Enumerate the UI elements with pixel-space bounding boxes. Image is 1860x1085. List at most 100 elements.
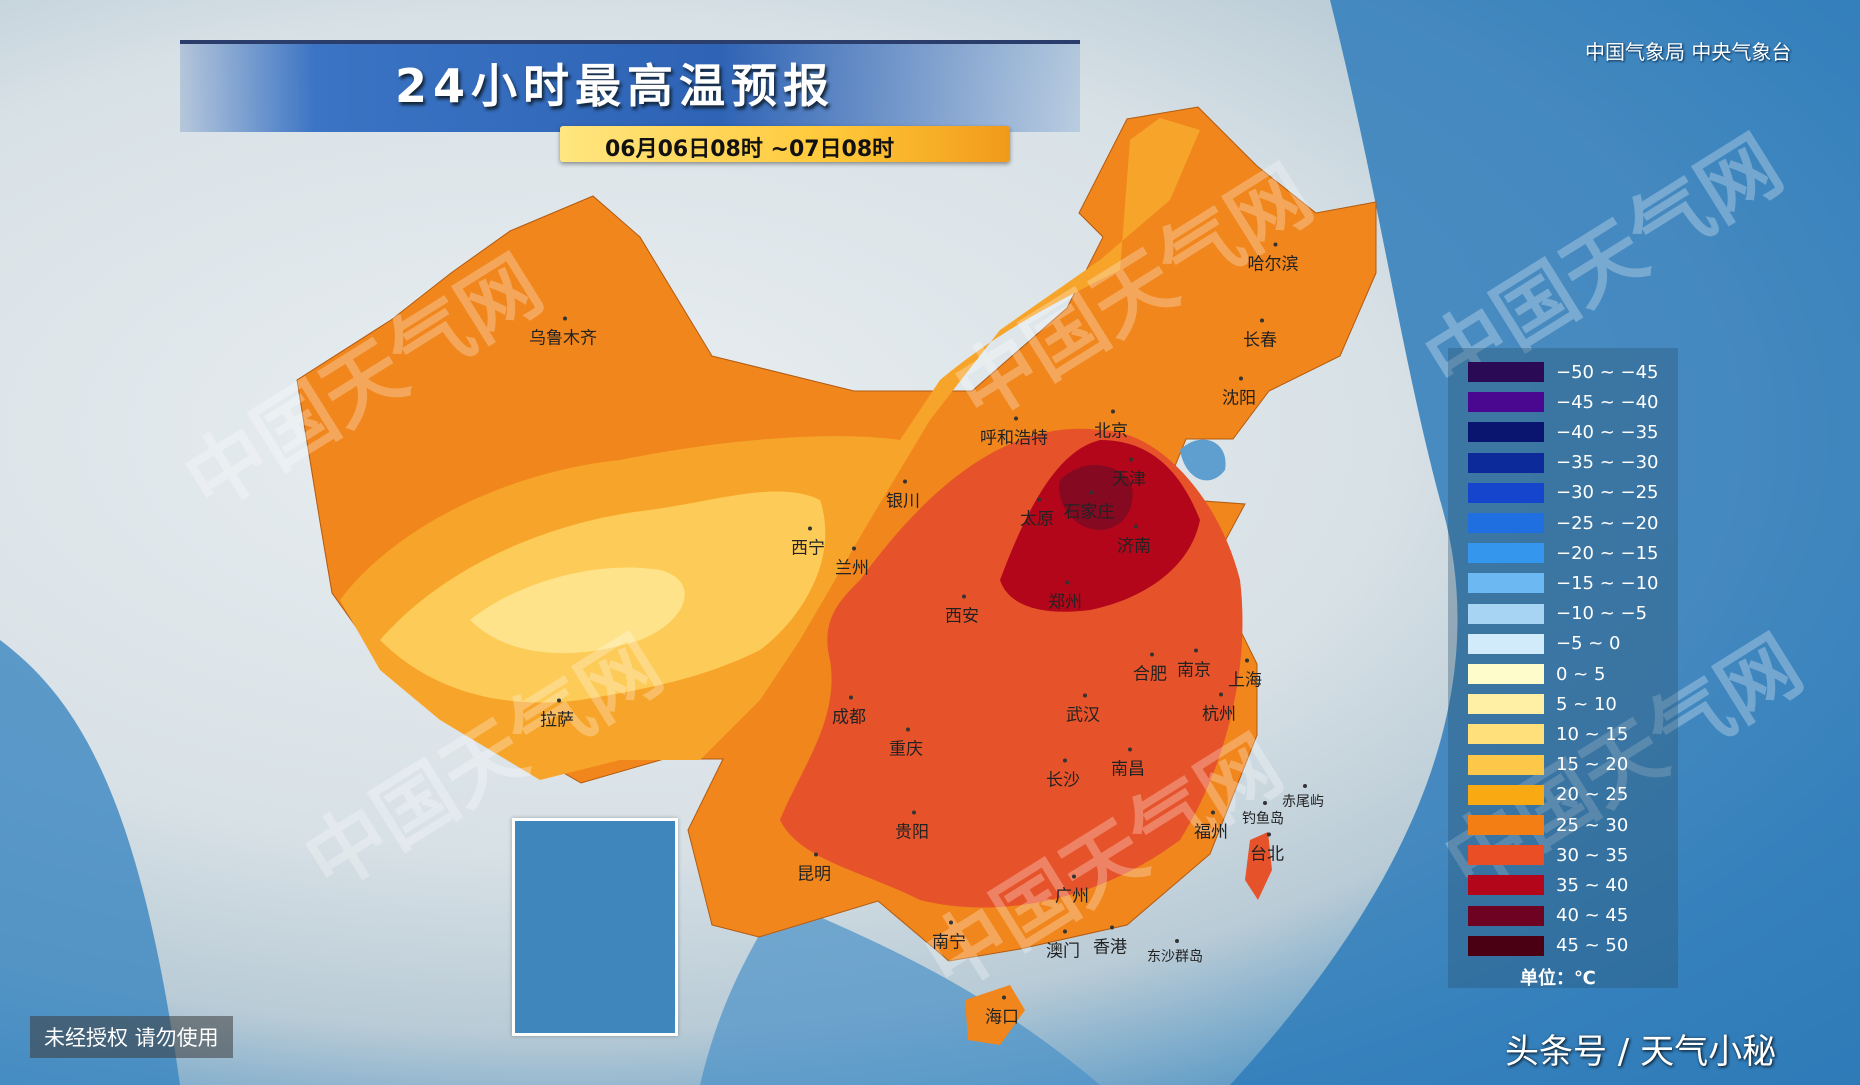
legend-label: 10 ~ 15	[1556, 723, 1629, 745]
legend-label: −15 ~ −10	[1556, 572, 1659, 594]
city-label: 赤尾屿	[1282, 784, 1324, 811]
legend-swatch	[1468, 905, 1544, 926]
legend-swatch	[1468, 362, 1544, 382]
legend-label: 35 ~ 40	[1556, 874, 1629, 896]
legend-item: −25 ~ −20	[1468, 511, 1659, 535]
legend-item: 35 ~ 40	[1468, 873, 1628, 897]
date-range: 06月06日08时 ~07日08时	[605, 137, 895, 162]
city-label: 杭州	[1202, 692, 1236, 725]
date-banner	[560, 126, 1010, 162]
legend-item: −15 ~ −10	[1468, 571, 1659, 595]
page-title: 24小时最高温预报	[395, 59, 836, 113]
city-label: 太原	[1020, 497, 1054, 530]
city-label: 成都	[832, 695, 866, 728]
legend-item: −30 ~ −25	[1468, 481, 1659, 505]
legend-item: 25 ~ 30	[1468, 813, 1628, 837]
temperature-legend: −50 ~ −45 −45 ~ −40 −40 ~ −35 −35 ~ −30 −30 …	[1448, 348, 1678, 988]
legend-item: −5 ~ 0	[1468, 632, 1621, 656]
legend-swatch	[1468, 754, 1544, 775]
city-label: 重庆	[889, 727, 923, 760]
city-label: 乌鲁木齐	[529, 316, 597, 349]
legend-swatch	[1468, 845, 1544, 866]
legend-label: −5 ~ 0	[1556, 633, 1621, 655]
region-40-45	[1059, 465, 1133, 530]
city-label: 昆明	[797, 852, 831, 885]
legend-item: 10 ~ 15	[1468, 722, 1628, 746]
legend-item: −50 ~ −45	[1468, 360, 1659, 384]
legend-item: −35 ~ −30	[1468, 451, 1659, 475]
city-label: 台北	[1250, 832, 1284, 865]
copyright-notice: 未经授权 请勿使用	[30, 1016, 233, 1058]
hainan	[965, 985, 1025, 1045]
city-label: 南昌	[1111, 747, 1145, 780]
legend-swatch	[1468, 573, 1544, 594]
city-label: 福州	[1194, 810, 1228, 843]
organization-label: 中国气象局 中央气象台	[1585, 40, 1792, 64]
legend-unit: 单位：℃	[1520, 968, 1596, 989]
bohai-sea	[1180, 439, 1226, 481]
legend-label: 20 ~ 25	[1556, 784, 1629, 806]
legend-label: −30 ~ −25	[1556, 482, 1659, 504]
title-banner	[180, 40, 1080, 132]
city-label: 澳门	[1046, 929, 1080, 962]
legend-swatch	[1468, 875, 1544, 896]
legend-label: −50 ~ −45	[1556, 361, 1659, 383]
city-label: 南京	[1177, 648, 1211, 681]
legend-label: −10 ~ −5	[1556, 603, 1648, 625]
legend-item: 40 ~ 45	[1468, 904, 1628, 928]
city-label: 西安	[945, 594, 979, 627]
legend-swatch	[1468, 784, 1544, 805]
city-label: 北京	[1094, 409, 1128, 442]
city-label: 石家庄	[1064, 490, 1115, 523]
city-label: 长沙	[1046, 758, 1080, 791]
legend-item: −40 ~ −35	[1468, 420, 1659, 444]
legend-label: 0 ~ 5	[1556, 663, 1606, 685]
legend-item: 5 ~ 10	[1468, 692, 1617, 716]
legend-label: 40 ~ 45	[1556, 905, 1629, 927]
taiwan	[1245, 832, 1272, 900]
region-10-15	[470, 567, 685, 654]
legend-item: 45 ~ 50	[1468, 934, 1628, 958]
south-china-sea-inset	[512, 818, 678, 1036]
legend-label: 30 ~ 35	[1556, 844, 1629, 866]
city-label: 武汉	[1066, 693, 1100, 726]
legend-swatch	[1468, 603, 1544, 624]
city-label: 沈阳	[1222, 376, 1256, 409]
legend-swatch	[1468, 694, 1544, 715]
city-label: 哈尔滨	[1248, 242, 1299, 275]
city-label: 东沙群岛	[1147, 939, 1203, 966]
city-label: 西宁	[791, 526, 825, 559]
city-label: 合肥	[1133, 652, 1167, 685]
source-credit: 头条号 / 天气小秘	[1505, 1032, 1777, 1072]
city-label: 贵阳	[895, 810, 929, 843]
legend-swatch	[1468, 543, 1544, 564]
legend-label: −25 ~ −20	[1556, 512, 1659, 534]
city-label: 南宁	[932, 920, 966, 953]
city-label: 天津	[1112, 457, 1146, 490]
legend-label: −35 ~ −30	[1556, 452, 1659, 474]
legend-swatch	[1468, 452, 1544, 473]
legend-swatch	[1468, 392, 1544, 413]
legend-item: −45 ~ −40	[1468, 390, 1659, 414]
legend-swatch	[1468, 422, 1544, 443]
legend-swatch	[1468, 935, 1544, 956]
legend-label: −20 ~ −15	[1556, 542, 1659, 564]
legend-label: 25 ~ 30	[1556, 814, 1629, 836]
legend-label: −45 ~ −40	[1556, 391, 1659, 413]
city-label: 济南	[1117, 524, 1151, 557]
city-label: 兰州	[835, 546, 869, 579]
city-label: 广州	[1055, 874, 1089, 907]
legend-item: 0 ~ 5	[1468, 662, 1605, 686]
legend-item: −20 ~ −15	[1468, 541, 1659, 565]
legend-swatch	[1468, 724, 1544, 745]
city-label: 香港	[1093, 925, 1127, 958]
legend-swatch	[1468, 633, 1544, 654]
city-label: 郑州	[1048, 580, 1082, 613]
legend-swatch	[1468, 664, 1544, 684]
legend-label: −40 ~ −35	[1556, 421, 1659, 443]
legend-item: 15 ~ 20	[1468, 753, 1628, 777]
legend-label: 45 ~ 50	[1556, 935, 1629, 957]
city-label: 钓鱼岛	[1242, 801, 1284, 828]
city-label: 呼和浩特	[980, 416, 1048, 449]
